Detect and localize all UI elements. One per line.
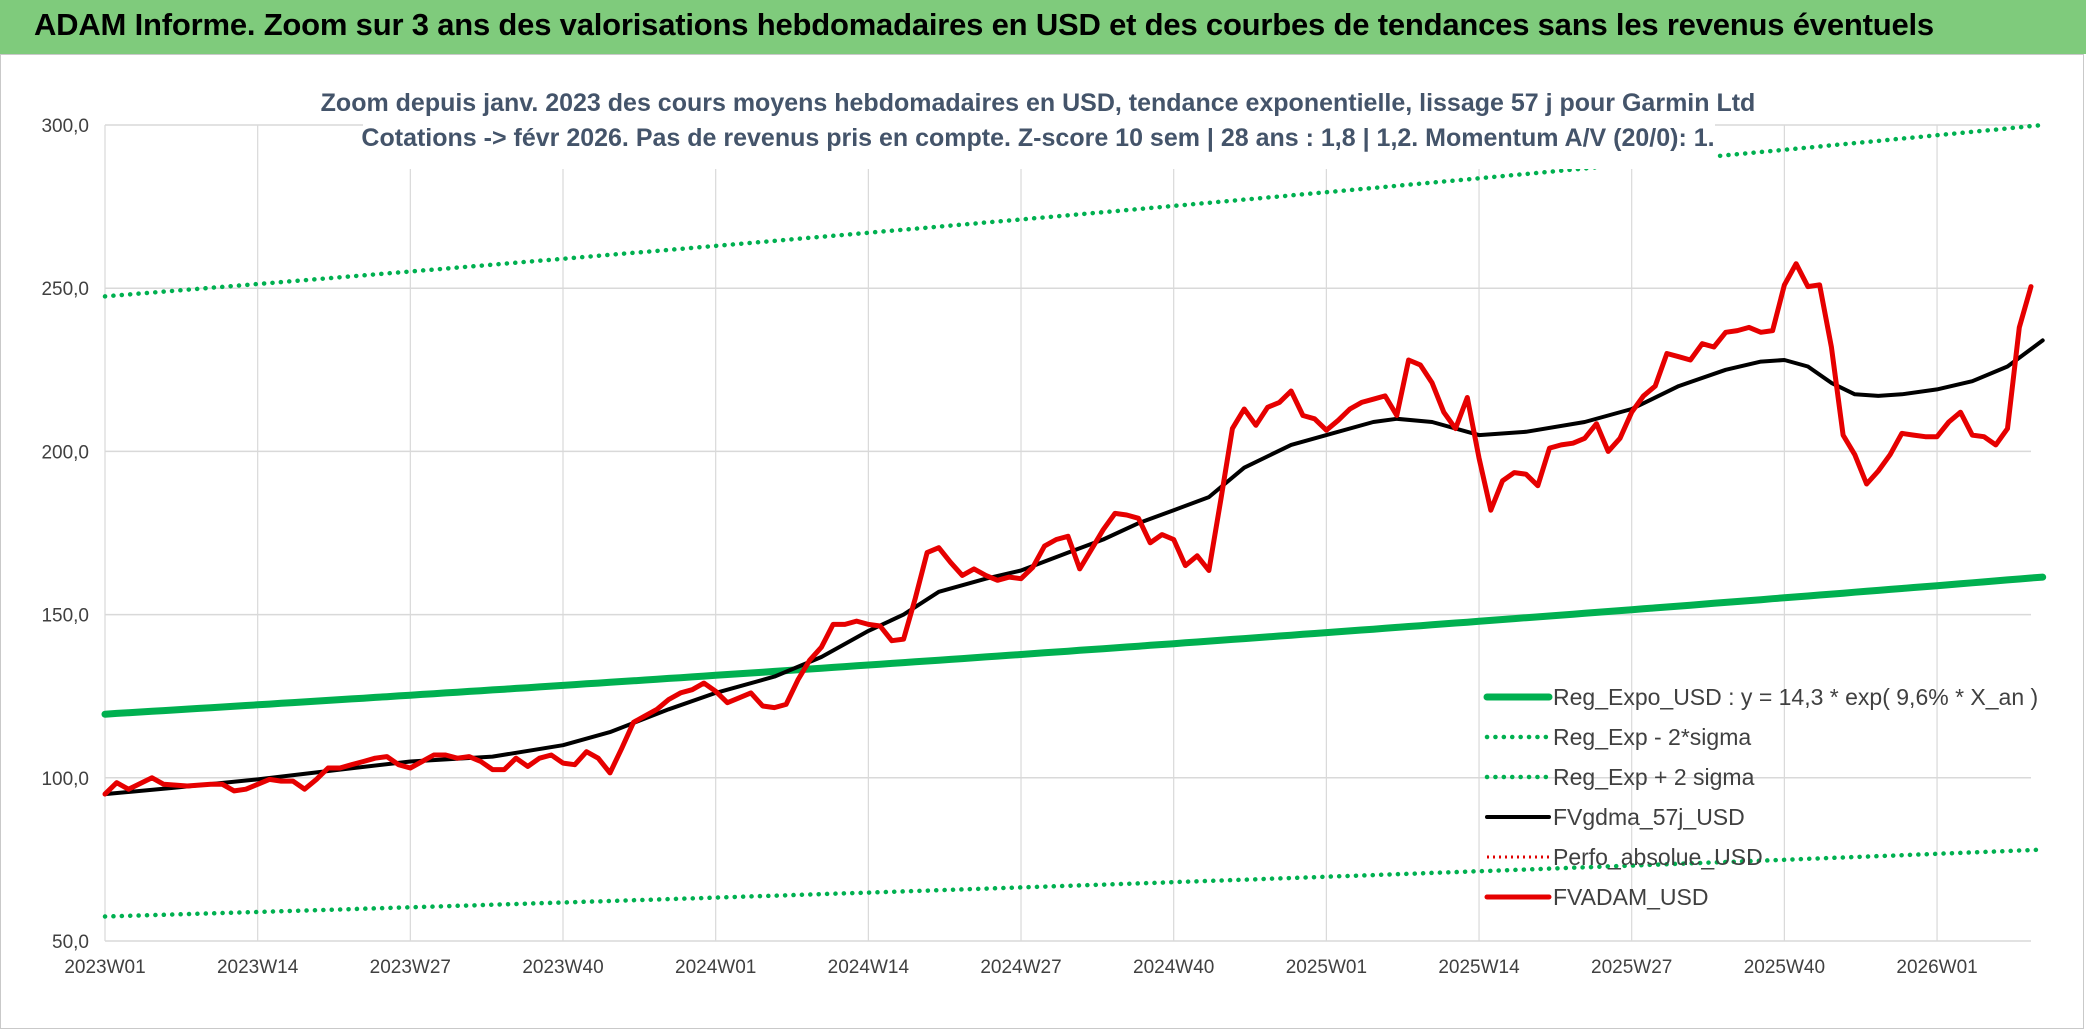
report-header-bar (0, 0, 2086, 54)
legend-label: Reg_Expo_USD : y = 14,3 * exp( 9,6% * X_… (1553, 684, 2038, 710)
x-tick-label: 2024W40 (1133, 957, 1214, 978)
x-tick-label: 2023W01 (64, 957, 145, 978)
legend-label: Perfo_absolue_USD (1553, 844, 1763, 870)
legend-label: FVADAM_USD (1553, 884, 1709, 910)
legend-label: Reg_Exp + 2 sigma (1553, 764, 1755, 790)
chart-legend: Reg_Expo_USD : y = 14,3 * exp( 9,6% * X_… (1483, 684, 2038, 910)
chart-frame: 50,0 100,0 150,0 200,0 250,0 300,0 2023W01 202… (0, 54, 2084, 1029)
chart-title-background (363, 57, 1715, 169)
y-tick-label: 100,0 (41, 769, 89, 790)
x-axis: 2023W01 2023W14 2023W27 2023W40 2024W01 2024W… (64, 957, 1977, 978)
series-line-reg-exp-2-sigma (102, 122, 2045, 299)
x-tick-label: 2025W01 (1286, 957, 1367, 978)
report-title: ADAM Informe. Zoom sur 3 ans des valoris… (34, 7, 1934, 42)
y-tick-label: 250,0 (41, 279, 89, 300)
x-tick-label: 2025W27 (1591, 957, 1672, 978)
legend-label: FVgdma_57j_USD (1553, 804, 1745, 830)
x-tick-label: 2024W27 (980, 957, 1061, 978)
chart-series (101, 122, 2047, 919)
y-axis: 50,0 100,0 150,0 200,0 250,0 300,0 (41, 116, 89, 953)
x-tick-label: 2024W14 (828, 957, 910, 978)
x-tick-label: 2026W01 (1896, 957, 1977, 978)
chart-grid (104, 124, 2031, 942)
series-line-reg-expo-usd-y-14-3-exp-9-6-x-an (101, 573, 2047, 718)
chart-titles: Zoom depuis janv. 2023 des cours moyens … (321, 57, 1756, 169)
x-tick-label: 2025W40 (1744, 957, 1825, 978)
y-tick-label: 200,0 (41, 442, 89, 463)
series-line-fvadam-usd (102, 261, 2034, 797)
x-tick-label: 2023W14 (217, 957, 299, 978)
y-tick-label: 150,0 (41, 606, 89, 627)
y-tick-label: 300,0 (41, 116, 89, 137)
chart-subtitle: Cotations -> févr 2026. Pas de revenus p… (361, 124, 1714, 152)
y-tick-label: 50,0 (52, 932, 89, 953)
series-line-fvgdma-57j-usd (103, 338, 2045, 797)
chart-title: Zoom depuis janv. 2023 des cours moyens … (321, 89, 1756, 117)
legend-label: Reg_Exp - 2*sigma (1553, 724, 1751, 750)
x-tick-label: 2023W27 (370, 957, 451, 978)
x-tick-label: 2023W40 (522, 957, 603, 978)
x-tick-label: 2025W14 (1438, 957, 1520, 978)
x-tick-label: 2024W01 (675, 957, 756, 978)
